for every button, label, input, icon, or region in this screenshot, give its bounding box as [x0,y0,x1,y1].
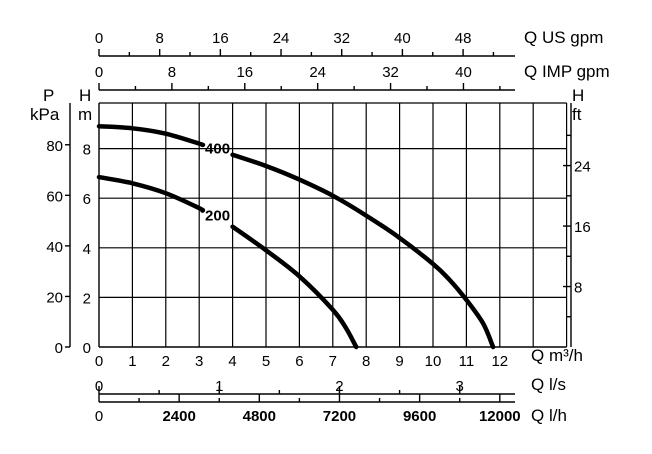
x-tick-label: 2 [162,353,170,370]
curve-400 [96,124,206,148]
lph-axis-tick-label: 2400 [162,408,195,425]
series-label-400: 400 [205,141,230,158]
imp-gpm-axis-tick-label: 24 [309,64,326,81]
curve-400 [230,152,496,350]
pressure-tick-label: 80 [46,138,63,155]
imp-gpm-axis-tick-label: 0 [95,64,103,81]
curve-200 [96,174,206,213]
x-tick-label: 10 [425,353,442,370]
head-ft-axis-label-top: H [572,86,584,105]
imp-gpm-axis-tick-label: 8 [168,64,176,81]
us-gpm-axis-tick-label: 48 [455,30,472,47]
us-gpm-axis-tick-label: 32 [333,30,350,47]
x-tick-label: 12 [491,353,508,370]
x-tick-label: 9 [395,353,403,370]
x-tick-label: 8 [362,353,370,370]
lph-axis-tick-label: 9600 [403,408,436,425]
y-tick-label: 4 [83,241,91,258]
x-tick-label: 4 [228,353,236,370]
x-tick-label: 0 [95,353,103,370]
imp-gpm-axis-label: Q IMP gpm [524,62,610,81]
lps-axis-tick-label: 0 [95,378,103,395]
imp-gpm-axis-tick-label: 16 [236,64,253,81]
x-tick-label: 11 [459,353,475,370]
y-tick-label: 2 [83,290,91,307]
x-tick-label: 5 [262,353,270,370]
lps-axis-tick-label: 1 [215,378,223,395]
us-gpm-axis-label: Q US gpm [524,28,603,47]
head-m-axis-label-bottom: m [78,105,92,124]
lph-axis-tick-label: 4800 [243,408,276,425]
us-gpm-axis-tick-label: 40 [394,30,411,47]
pressure-axis-label-top: P [43,86,54,105]
lph-axis-tick-label: 12000 [479,408,521,425]
pressure-tick-label: 20 [46,289,63,306]
imp-gpm-axis-tick-label: 32 [382,64,399,81]
imp-gpm-axis-tick-label: 40 [455,64,472,81]
pressure-axis-label-bottom: kPa [30,105,60,124]
lps-axis-tick-label: 3 [456,378,464,395]
flow-m3h-axis-label: Q m³/h [531,346,583,365]
axes [65,49,572,403]
pressure-tick-label: 60 [46,188,63,205]
lph-axis-label: Q l/h [531,406,567,425]
lph-axis-tick-label: 0 [95,408,103,425]
head-m-axis-label-top: H [79,86,91,105]
curve-200 [230,224,359,350]
series-label-200: 200 [205,208,230,225]
feet-tick-label: 16 [574,219,591,236]
us-gpm-axis-tick-label: 24 [273,30,290,47]
pressure-tick-label: 40 [46,239,63,256]
lps-axis-label: Q l/s [531,375,566,394]
x-tick-label: 1 [128,353,136,370]
y-tick-label: 0 [83,340,91,357]
lps-axis-tick-label: 2 [335,378,343,395]
curves [96,124,496,350]
us-gpm-axis-tick-label: 0 [95,30,103,47]
y-tick-label: 6 [83,191,91,208]
pressure-tick-label: 0 [55,340,63,357]
x-tick-label: 3 [195,353,203,370]
us-gpm-axis-tick-label: 8 [156,30,164,47]
head-ft-axis-label-bottom: ft [572,105,582,124]
lph-axis-tick-label: 7200 [323,408,356,425]
feet-tick-label: 8 [574,280,582,297]
y-tick-label: 8 [83,142,91,159]
feet-tick-label: 24 [574,159,591,176]
x-tick-label: 7 [329,353,337,370]
x-tick-label: 6 [295,353,303,370]
us-gpm-axis-tick-label: 16 [212,30,229,47]
